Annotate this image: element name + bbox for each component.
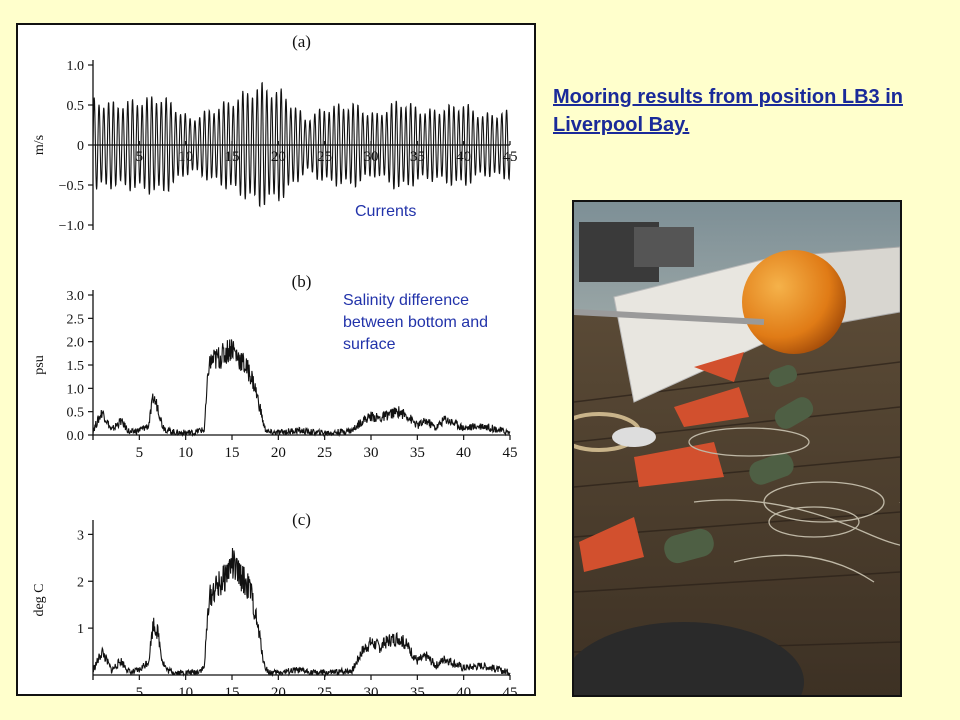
x-tick-label: 25 bbox=[317, 685, 332, 694]
y-axis-label: m/s bbox=[32, 135, 47, 155]
y-tick-label: −1.0 bbox=[59, 219, 84, 234]
series-line bbox=[92, 339, 511, 438]
x-tick-label: 45 bbox=[503, 445, 518, 461]
x-tick-label: 10 bbox=[178, 149, 193, 165]
salinity-label: Salinity difference between bottom and s… bbox=[343, 292, 488, 353]
y-tick-label: 1.0 bbox=[67, 59, 85, 74]
x-tick-label: 30 bbox=[364, 685, 379, 694]
panel-label: (a) bbox=[292, 32, 311, 51]
x-tick-label: 40 bbox=[456, 149, 471, 165]
series-line bbox=[92, 81, 511, 208]
panel-label: (b) bbox=[292, 272, 312, 291]
x-tick-label: 25 bbox=[317, 445, 332, 461]
y-tick-label: 0 bbox=[77, 139, 84, 154]
x-tick-label: 40 bbox=[456, 445, 471, 461]
y-tick-label: 0.5 bbox=[67, 99, 85, 114]
y-tick-label: 1 bbox=[77, 622, 84, 637]
x-tick-label: 15 bbox=[225, 445, 240, 461]
x-tick-label: 30 bbox=[364, 445, 379, 461]
y-tick-label: 1.5 bbox=[67, 359, 85, 374]
x-tick-label: 20 bbox=[271, 445, 286, 461]
series-line bbox=[92, 547, 511, 678]
y-tick-label: −0.5 bbox=[59, 179, 84, 194]
y-axis-label: psu bbox=[32, 355, 47, 374]
y-tick-label: 3.0 bbox=[67, 289, 85, 304]
figure-panel: (a) 1.0 0.5 0 −0.5 −1.0 m/s 5 10 15 20 25 30 35 40 45 (b… bbox=[16, 23, 536, 696]
y-tick-label: 2.5 bbox=[67, 312, 85, 327]
y-tick-label: 0.5 bbox=[67, 406, 85, 421]
x-tick-label: 25 bbox=[317, 149, 332, 165]
x-tick-label: 10 bbox=[178, 685, 193, 694]
y-axis-label: deg C bbox=[32, 583, 47, 616]
chart-svg: (a)1.00.50−0.5−1.0m/s5 10 15 20 25 30 35 40 45(b… bbox=[32, 32, 518, 694]
y-tick-label: 2 bbox=[77, 575, 84, 590]
x-tick-label: 45 bbox=[503, 685, 518, 694]
x-tick-label: 35 bbox=[410, 445, 425, 461]
y-tick-label: 3 bbox=[77, 528, 84, 543]
x-tick-label: 35 bbox=[410, 685, 425, 694]
title-link[interactable]: Mooring results from position LB3 in Liv… bbox=[553, 86, 903, 136]
y-tick-label: 0.0 bbox=[67, 429, 85, 444]
y-tick-label: 1.0 bbox=[67, 382, 85, 397]
x-tick-label: 15 bbox=[225, 685, 240, 694]
y-tick-label: 2.0 bbox=[67, 336, 85, 351]
x-tick-label: 40 bbox=[456, 685, 471, 694]
mooring-photo bbox=[572, 200, 902, 697]
x-tick-label: 5 bbox=[136, 445, 144, 461]
panel-label: (c) bbox=[292, 510, 311, 529]
currents-label: Currents bbox=[355, 203, 417, 220]
x-tick-label: 20 bbox=[271, 685, 286, 694]
x-tick-label: 10 bbox=[178, 445, 193, 461]
x-tick-label: 5 bbox=[136, 685, 144, 694]
